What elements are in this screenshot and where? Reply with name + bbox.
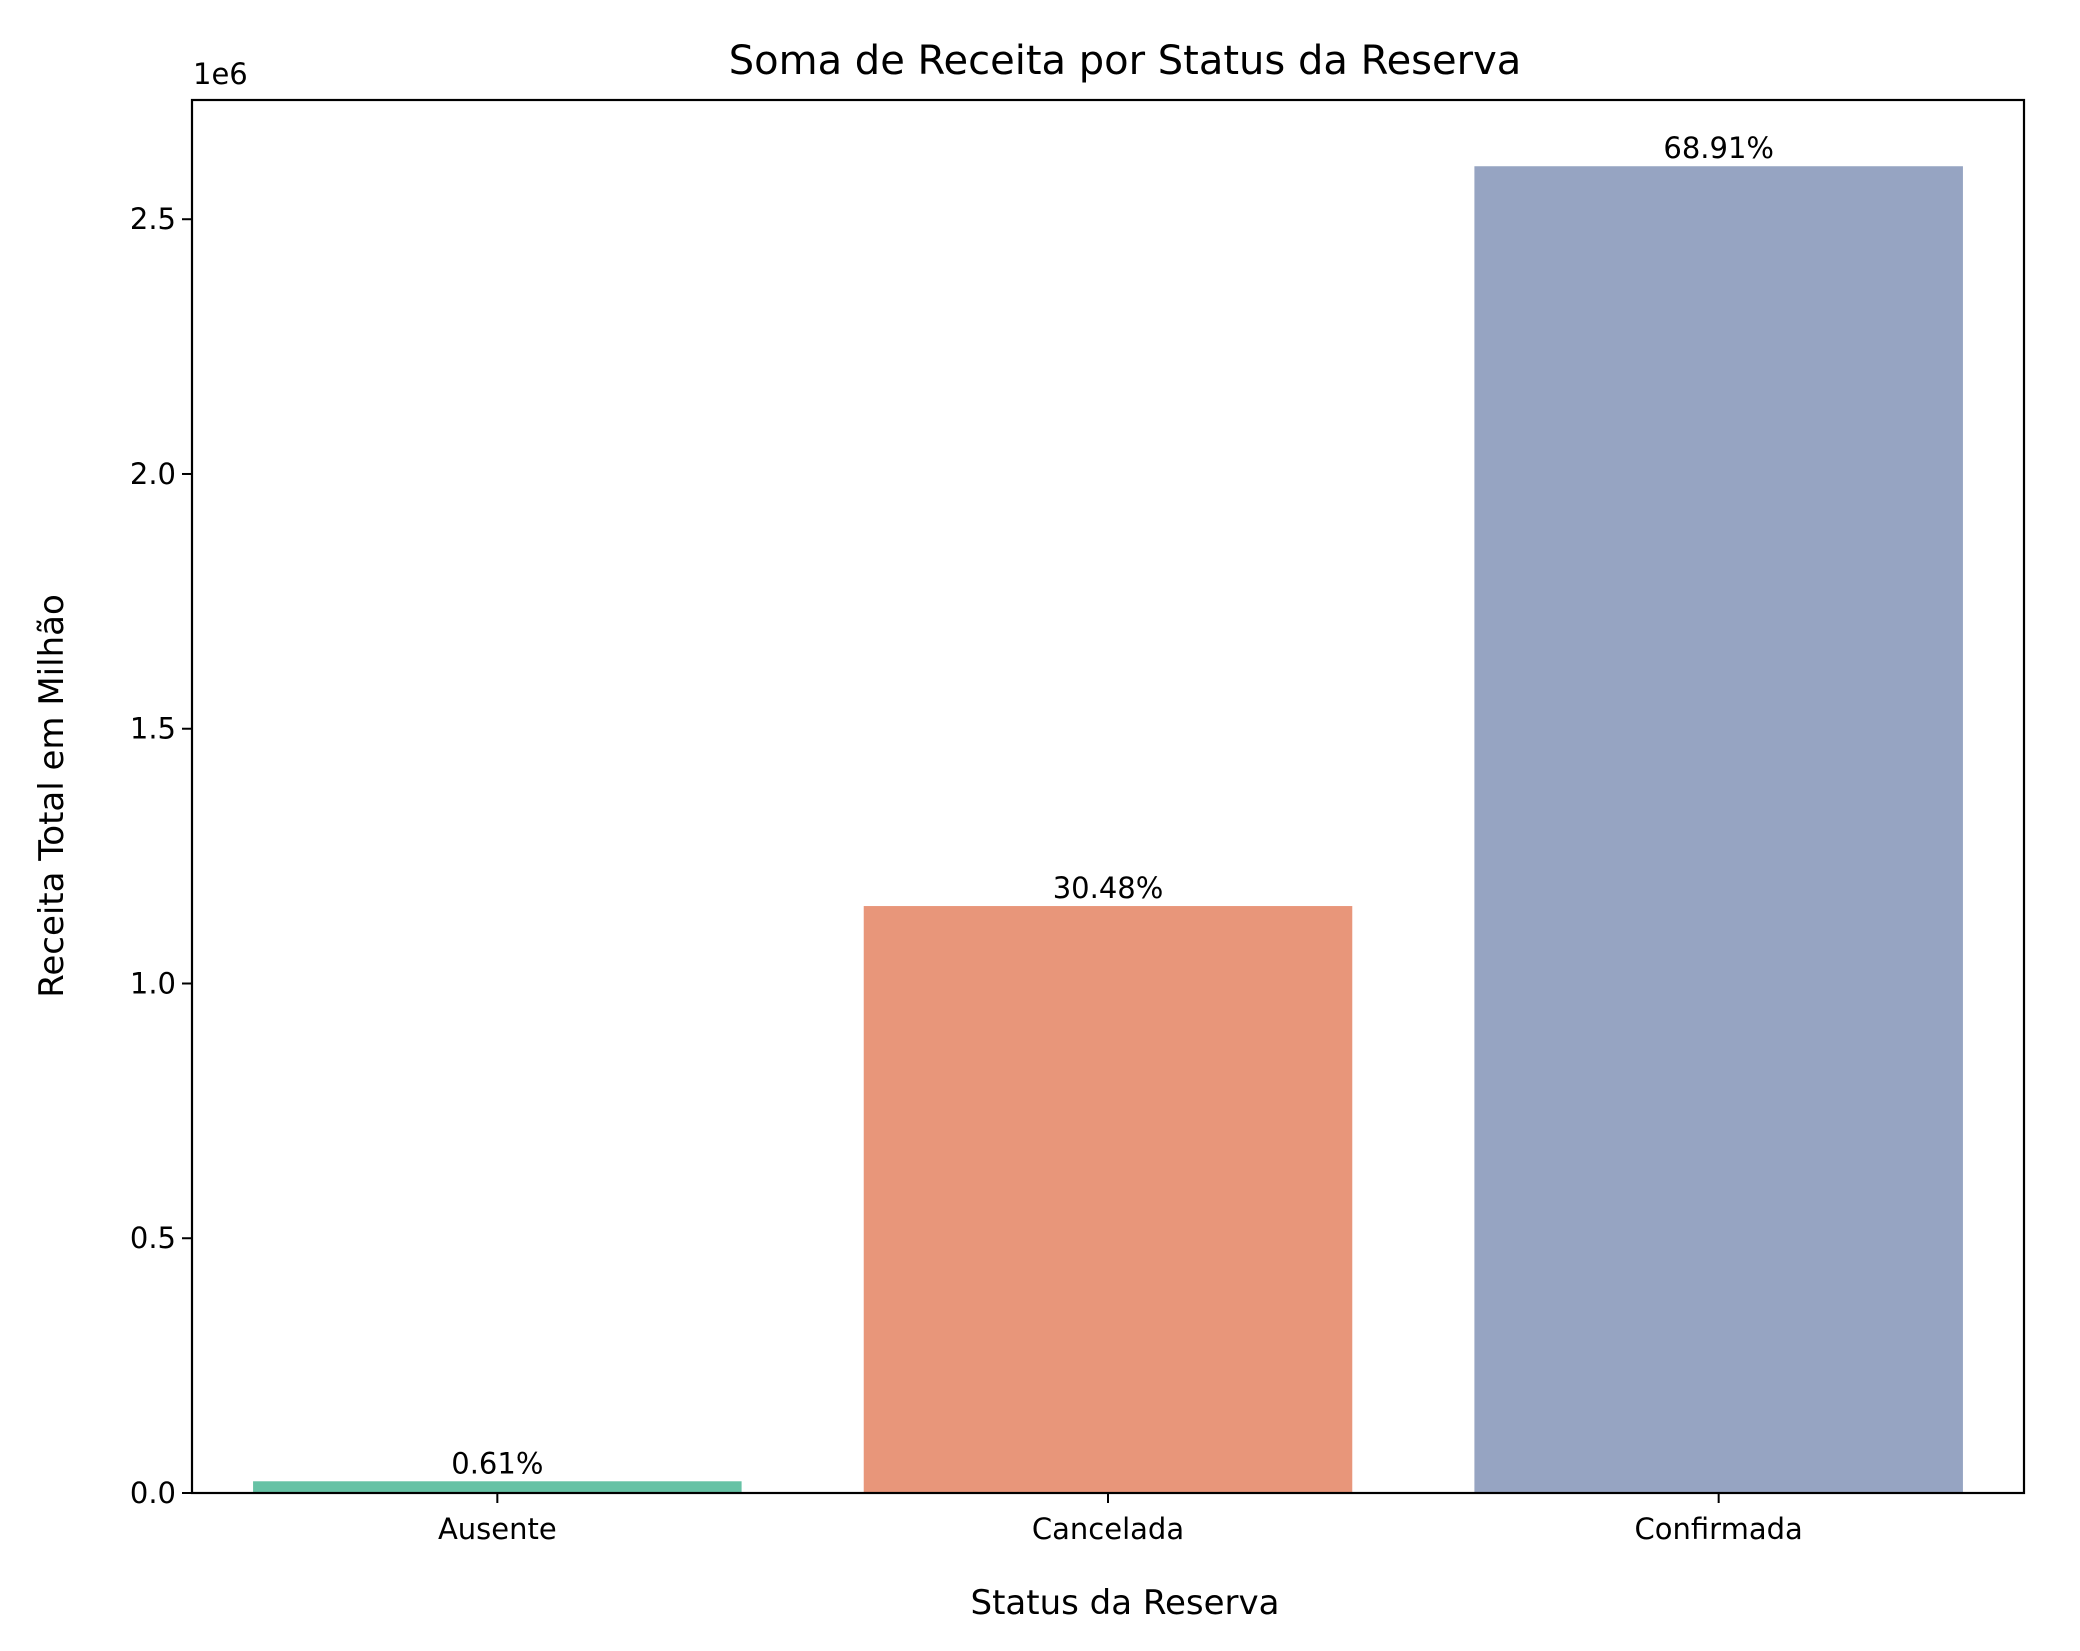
bar-cancelada <box>863 906 1353 1493</box>
data-label-confirmada: 68.91% <box>1663 131 1774 165</box>
x-tick-label-ausente: Ausente <box>438 1512 557 1546</box>
bar-ausente <box>253 1481 742 1493</box>
y-tick-label-5: 2.5 <box>130 202 176 236</box>
y-axis: 0.0 0.5 1.0 1.5 2.0 2.5 <box>130 202 192 1510</box>
y-tick-label-3: 1.5 <box>130 712 176 746</box>
y-tick-label-2: 1.0 <box>130 966 176 1000</box>
chart-title: Soma de Receita por Status da Reserva <box>729 38 1522 84</box>
bars-group <box>253 166 1963 1493</box>
data-label-ausente: 0.61% <box>451 1446 543 1480</box>
y-axis-offset-label: 1e6 <box>193 57 248 91</box>
x-axis-label: Status da Reserva <box>971 1583 1280 1623</box>
x-tick-label-confirmada: Confirmada <box>1635 1512 1803 1546</box>
x-tick-label-cancelada: Cancelada <box>1032 1512 1184 1546</box>
data-label-cancelada: 30.48% <box>1053 871 1164 905</box>
y-tick-label-0: 0.0 <box>130 1476 176 1510</box>
y-tick-label-4: 2.0 <box>130 457 176 491</box>
y-axis-label: Receita Total em Milhão <box>32 594 72 998</box>
y-tick-label-1: 0.5 <box>130 1221 176 1255</box>
x-axis: Ausente Cancelada Confirmada <box>438 1493 1803 1546</box>
bar-confirmada <box>1474 166 1963 1493</box>
data-labels-group: 0.61% 30.48% 68.91% <box>451 131 1774 1480</box>
